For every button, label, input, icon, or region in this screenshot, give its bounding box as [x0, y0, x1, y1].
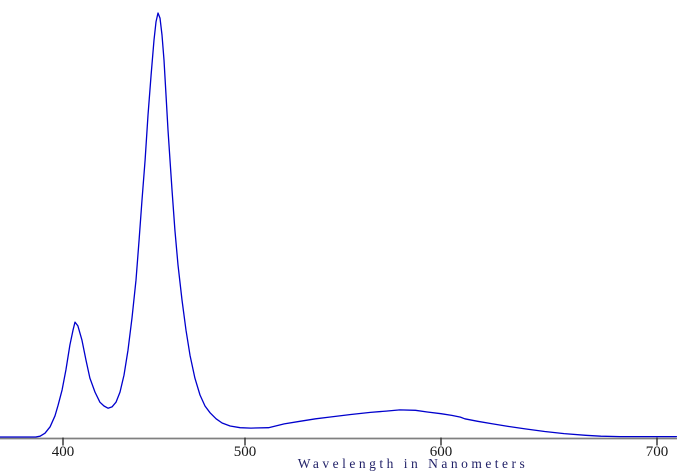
- x-tick-label: 400: [51, 444, 75, 460]
- series-emission-spectrum-curve: [0, 12, 677, 438]
- x-tick-label: 500: [233, 444, 257, 460]
- x-axis-title: Wavelength in Nanometers: [297, 456, 529, 471]
- x-tick-label: 600: [429, 444, 453, 460]
- x-tick-label: 700: [645, 444, 669, 460]
